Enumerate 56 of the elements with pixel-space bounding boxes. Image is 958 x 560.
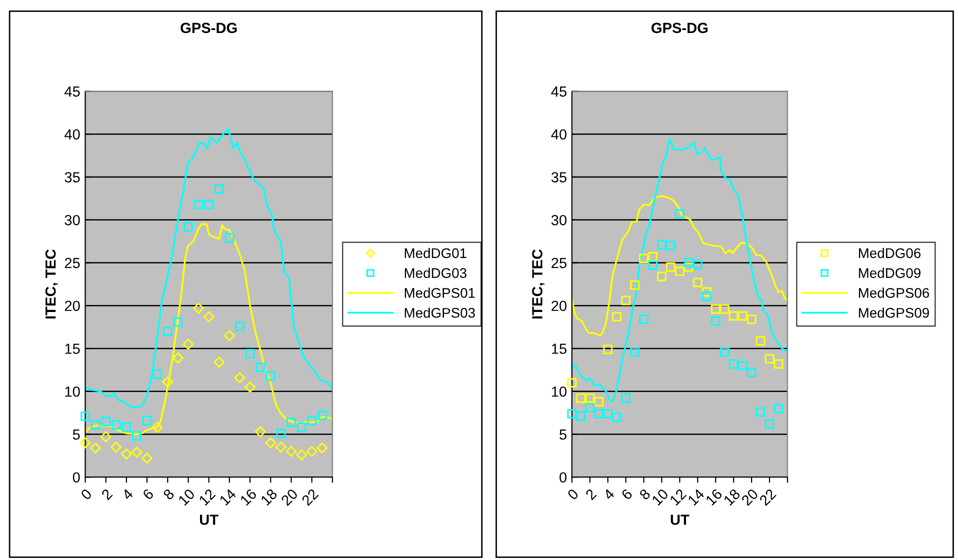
- y-tick-label: 20: [64, 300, 80, 312]
- x-axis-title: UT: [200, 514, 218, 525]
- x-tick-label: 22: [758, 488, 776, 506]
- y-tick-label: 10: [552, 386, 566, 397]
- legend-label: MedDG03: [404, 268, 466, 278]
- chart-title: GPS-DG: [180, 22, 237, 34]
- legend-label: MedDG01: [404, 248, 466, 258]
- legend-label: MedGPS01: [404, 288, 475, 298]
- x-tick-label: 16: [705, 488, 723, 506]
- x-tick-label: 6: [620, 488, 633, 500]
- y-tick-label: 15: [65, 344, 80, 354]
- x-tick-label: 20: [740, 488, 759, 506]
- x-tick-label: 8: [638, 488, 651, 500]
- x-tick-label: 22: [301, 488, 319, 506]
- x-tick-label: 12: [669, 488, 687, 506]
- x-tick-label: 18: [723, 488, 741, 506]
- x-tick-label: 20: [280, 488, 298, 506]
- y-tick-label: 45: [64, 86, 80, 97]
- y-tick-label: 15: [552, 344, 566, 354]
- chart-title: GPS-DG: [652, 22, 708, 34]
- y-tick-label: 25: [64, 258, 80, 268]
- y-tick-label: 45: [551, 86, 566, 97]
- x-tick-label: 4: [121, 488, 134, 501]
- x-tick-label: 14: [687, 488, 705, 506]
- x-tick-label: 2: [584, 488, 597, 500]
- y-tick-label: 30: [64, 214, 80, 226]
- y-tick-label: 35: [551, 172, 566, 182]
- y-tick-label: 40: [551, 129, 566, 140]
- y-axis-title: ITEC, TEC: [45, 249, 58, 318]
- y-tick-label: 0: [72, 472, 80, 483]
- y-tick-label: 5: [72, 430, 80, 440]
- legend-label: MedGPS06: [858, 288, 930, 298]
- x-tick-label: 10: [651, 488, 669, 506]
- legend-label: MedGPS03: [404, 308, 475, 318]
- x-tick-label: 12: [198, 488, 216, 506]
- x-tick-label: 2: [100, 488, 113, 500]
- y-tick-label: 20: [552, 300, 566, 312]
- y-tick-label: 0: [560, 472, 566, 483]
- y-tick-label: 30: [551, 214, 566, 226]
- y-axis-title: ITEC, TEC: [532, 249, 545, 318]
- x-tick-label: 4: [602, 488, 616, 501]
- x-tick-label: 10: [178, 488, 196, 506]
- x-tick-label: 8: [162, 488, 175, 500]
- y-tick-label: 40: [64, 129, 80, 140]
- y-tick-label: 10: [65, 386, 80, 397]
- x-tick-label: 6: [142, 488, 154, 500]
- y-tick-label: 5: [560, 430, 566, 440]
- x-tick-label: 18: [260, 488, 278, 506]
- legend-label: MedDG06: [858, 248, 921, 258]
- legend-label: MedGPS09: [858, 308, 929, 318]
- legend-label: MedDG09: [858, 268, 920, 278]
- x-axis-title: UT: [670, 514, 690, 525]
- x-tick-label: 16: [240, 488, 258, 506]
- y-tick-label: 35: [64, 172, 80, 182]
- y-tick-label: 25: [552, 258, 566, 268]
- x-tick-label: 14: [219, 488, 237, 506]
